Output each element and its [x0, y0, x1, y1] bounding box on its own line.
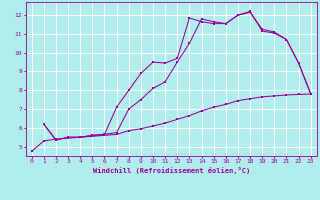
X-axis label: Windchill (Refroidissement éolien,°C): Windchill (Refroidissement éolien,°C) — [92, 167, 250, 174]
